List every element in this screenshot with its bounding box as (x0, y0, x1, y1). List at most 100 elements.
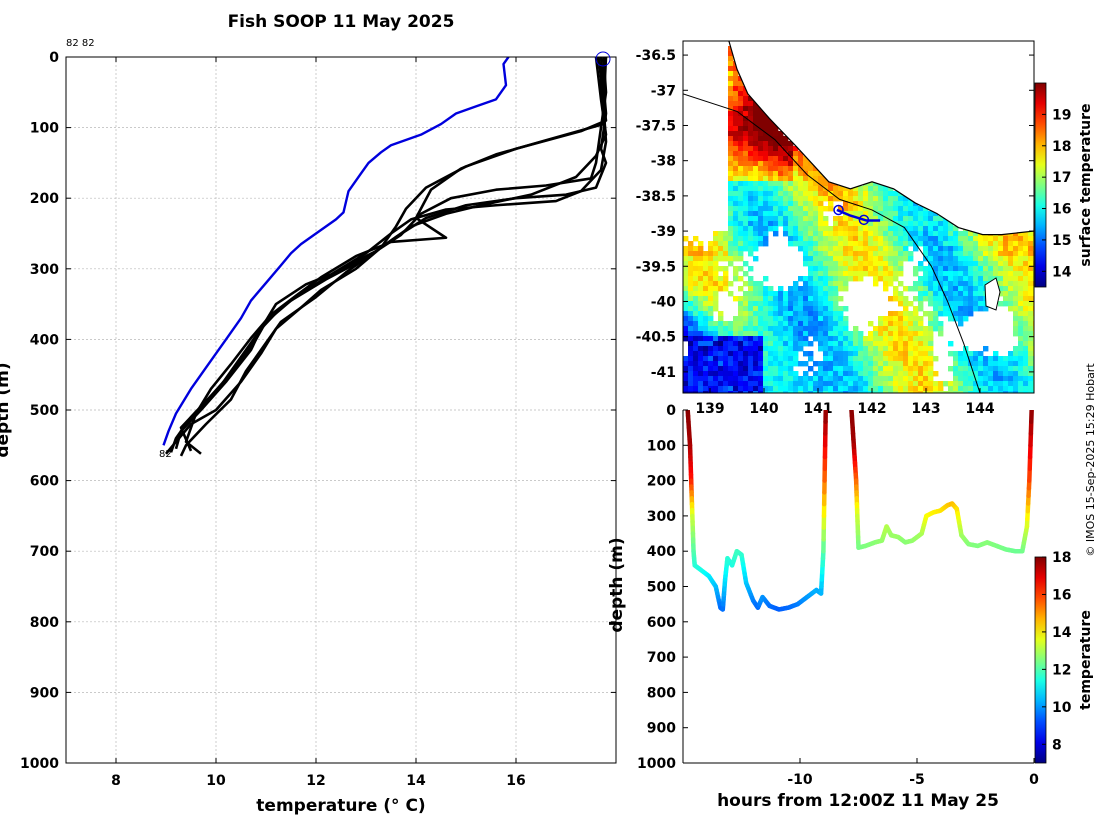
sst-cell (788, 206, 794, 212)
sst-cell (758, 366, 764, 372)
sst-cell (748, 356, 754, 362)
sst-cell (708, 261, 714, 267)
sst-cell (728, 176, 734, 182)
sst-cell (913, 281, 919, 287)
sst-cell (783, 356, 789, 362)
sst-cell (1018, 341, 1024, 347)
sst-cell (753, 366, 759, 372)
sst-cell (863, 271, 869, 277)
profile-y-tick-label: 200 (30, 191, 59, 207)
sst-cell (893, 266, 899, 272)
sst-cell (813, 381, 819, 387)
sst-cell (1008, 256, 1014, 262)
sst-cell (1003, 241, 1009, 247)
sst-cell (808, 226, 814, 232)
sst-cell (973, 381, 979, 387)
sst-cell (753, 236, 759, 242)
sst-cell (733, 146, 739, 152)
sst-cell (853, 236, 859, 242)
surface-colorbar-tick-label: 19 (1052, 107, 1071, 123)
sst-cell (693, 326, 699, 332)
sst-cell (753, 231, 759, 237)
sst-cell (823, 261, 829, 267)
sst-cell (893, 326, 899, 332)
sst-cell (853, 346, 859, 352)
sst-cell (758, 191, 764, 197)
sst-cell (728, 146, 734, 152)
sst-cell (908, 226, 914, 232)
sst-cell (848, 366, 854, 372)
sst-cell (933, 231, 939, 237)
depth-time-y-tick-label: 400 (647, 544, 676, 560)
sst-cell (703, 391, 709, 393)
sst-cell (978, 246, 984, 252)
sst-cell (928, 336, 934, 342)
sst-cell (748, 171, 754, 177)
sst-cell (983, 266, 989, 272)
sst-cell (838, 256, 844, 262)
sst-cell (773, 366, 779, 372)
sst-cell (773, 356, 779, 362)
sst-cell (1013, 241, 1019, 247)
sst-cell (718, 386, 724, 392)
sst-cell (928, 236, 934, 242)
sst-cell (783, 346, 789, 352)
sst-cell (823, 326, 829, 332)
sst-cell (958, 286, 964, 292)
sst-cell (908, 301, 914, 307)
sst-cell (908, 256, 914, 262)
sst-cell (1008, 276, 1014, 282)
sst-cell (833, 261, 839, 267)
sst-cell (818, 211, 824, 217)
sst-cell (918, 321, 924, 327)
sst-cell (818, 196, 824, 202)
sst-cell (813, 271, 819, 277)
sst-cell (883, 366, 889, 372)
sst-cell (838, 236, 844, 242)
sst-cell (808, 356, 814, 362)
sst-cell (978, 371, 984, 377)
sst-cell (803, 241, 809, 247)
sst-cell (858, 336, 864, 342)
sst-cell (748, 201, 754, 207)
sst-cell (898, 361, 904, 367)
sst-cell (723, 241, 729, 247)
sst-cell (963, 316, 969, 322)
sst-cell (973, 356, 979, 362)
sst-cell (718, 346, 724, 352)
sst-cell (838, 371, 844, 377)
sst-cell (693, 346, 699, 352)
sst-cell (903, 201, 909, 207)
sst-cell (938, 276, 944, 282)
sst-cell (963, 311, 969, 317)
sst-cell (748, 161, 754, 167)
sst-cell (748, 351, 754, 357)
sst-cell (983, 391, 989, 393)
sst-cell (708, 386, 714, 392)
map-y-tick-label: -36.5 (636, 48, 676, 64)
sst-cell (848, 251, 854, 257)
sst-cell (808, 256, 814, 262)
sst-cell (828, 281, 834, 287)
sst-cell (703, 381, 709, 387)
sst-cell (758, 236, 764, 242)
sst-cell (933, 236, 939, 242)
sst-cell (988, 256, 994, 262)
sst-cell (893, 226, 899, 232)
sst-cell (773, 376, 779, 382)
sst-cell (888, 341, 894, 347)
sst-cell (783, 331, 789, 337)
sst-cell (1023, 351, 1029, 357)
sst-cell (818, 276, 824, 282)
sst-cell (903, 341, 909, 347)
sst-cell (768, 171, 774, 177)
sst-cell (758, 336, 764, 342)
sst-cell (1013, 236, 1019, 242)
sst-cell (923, 231, 929, 237)
sst-cell (898, 256, 904, 262)
sst-cell (853, 336, 859, 342)
sst-cell (748, 266, 754, 272)
sst-cell (713, 366, 719, 372)
sst-cell (733, 196, 739, 202)
sst-cell (733, 211, 739, 217)
